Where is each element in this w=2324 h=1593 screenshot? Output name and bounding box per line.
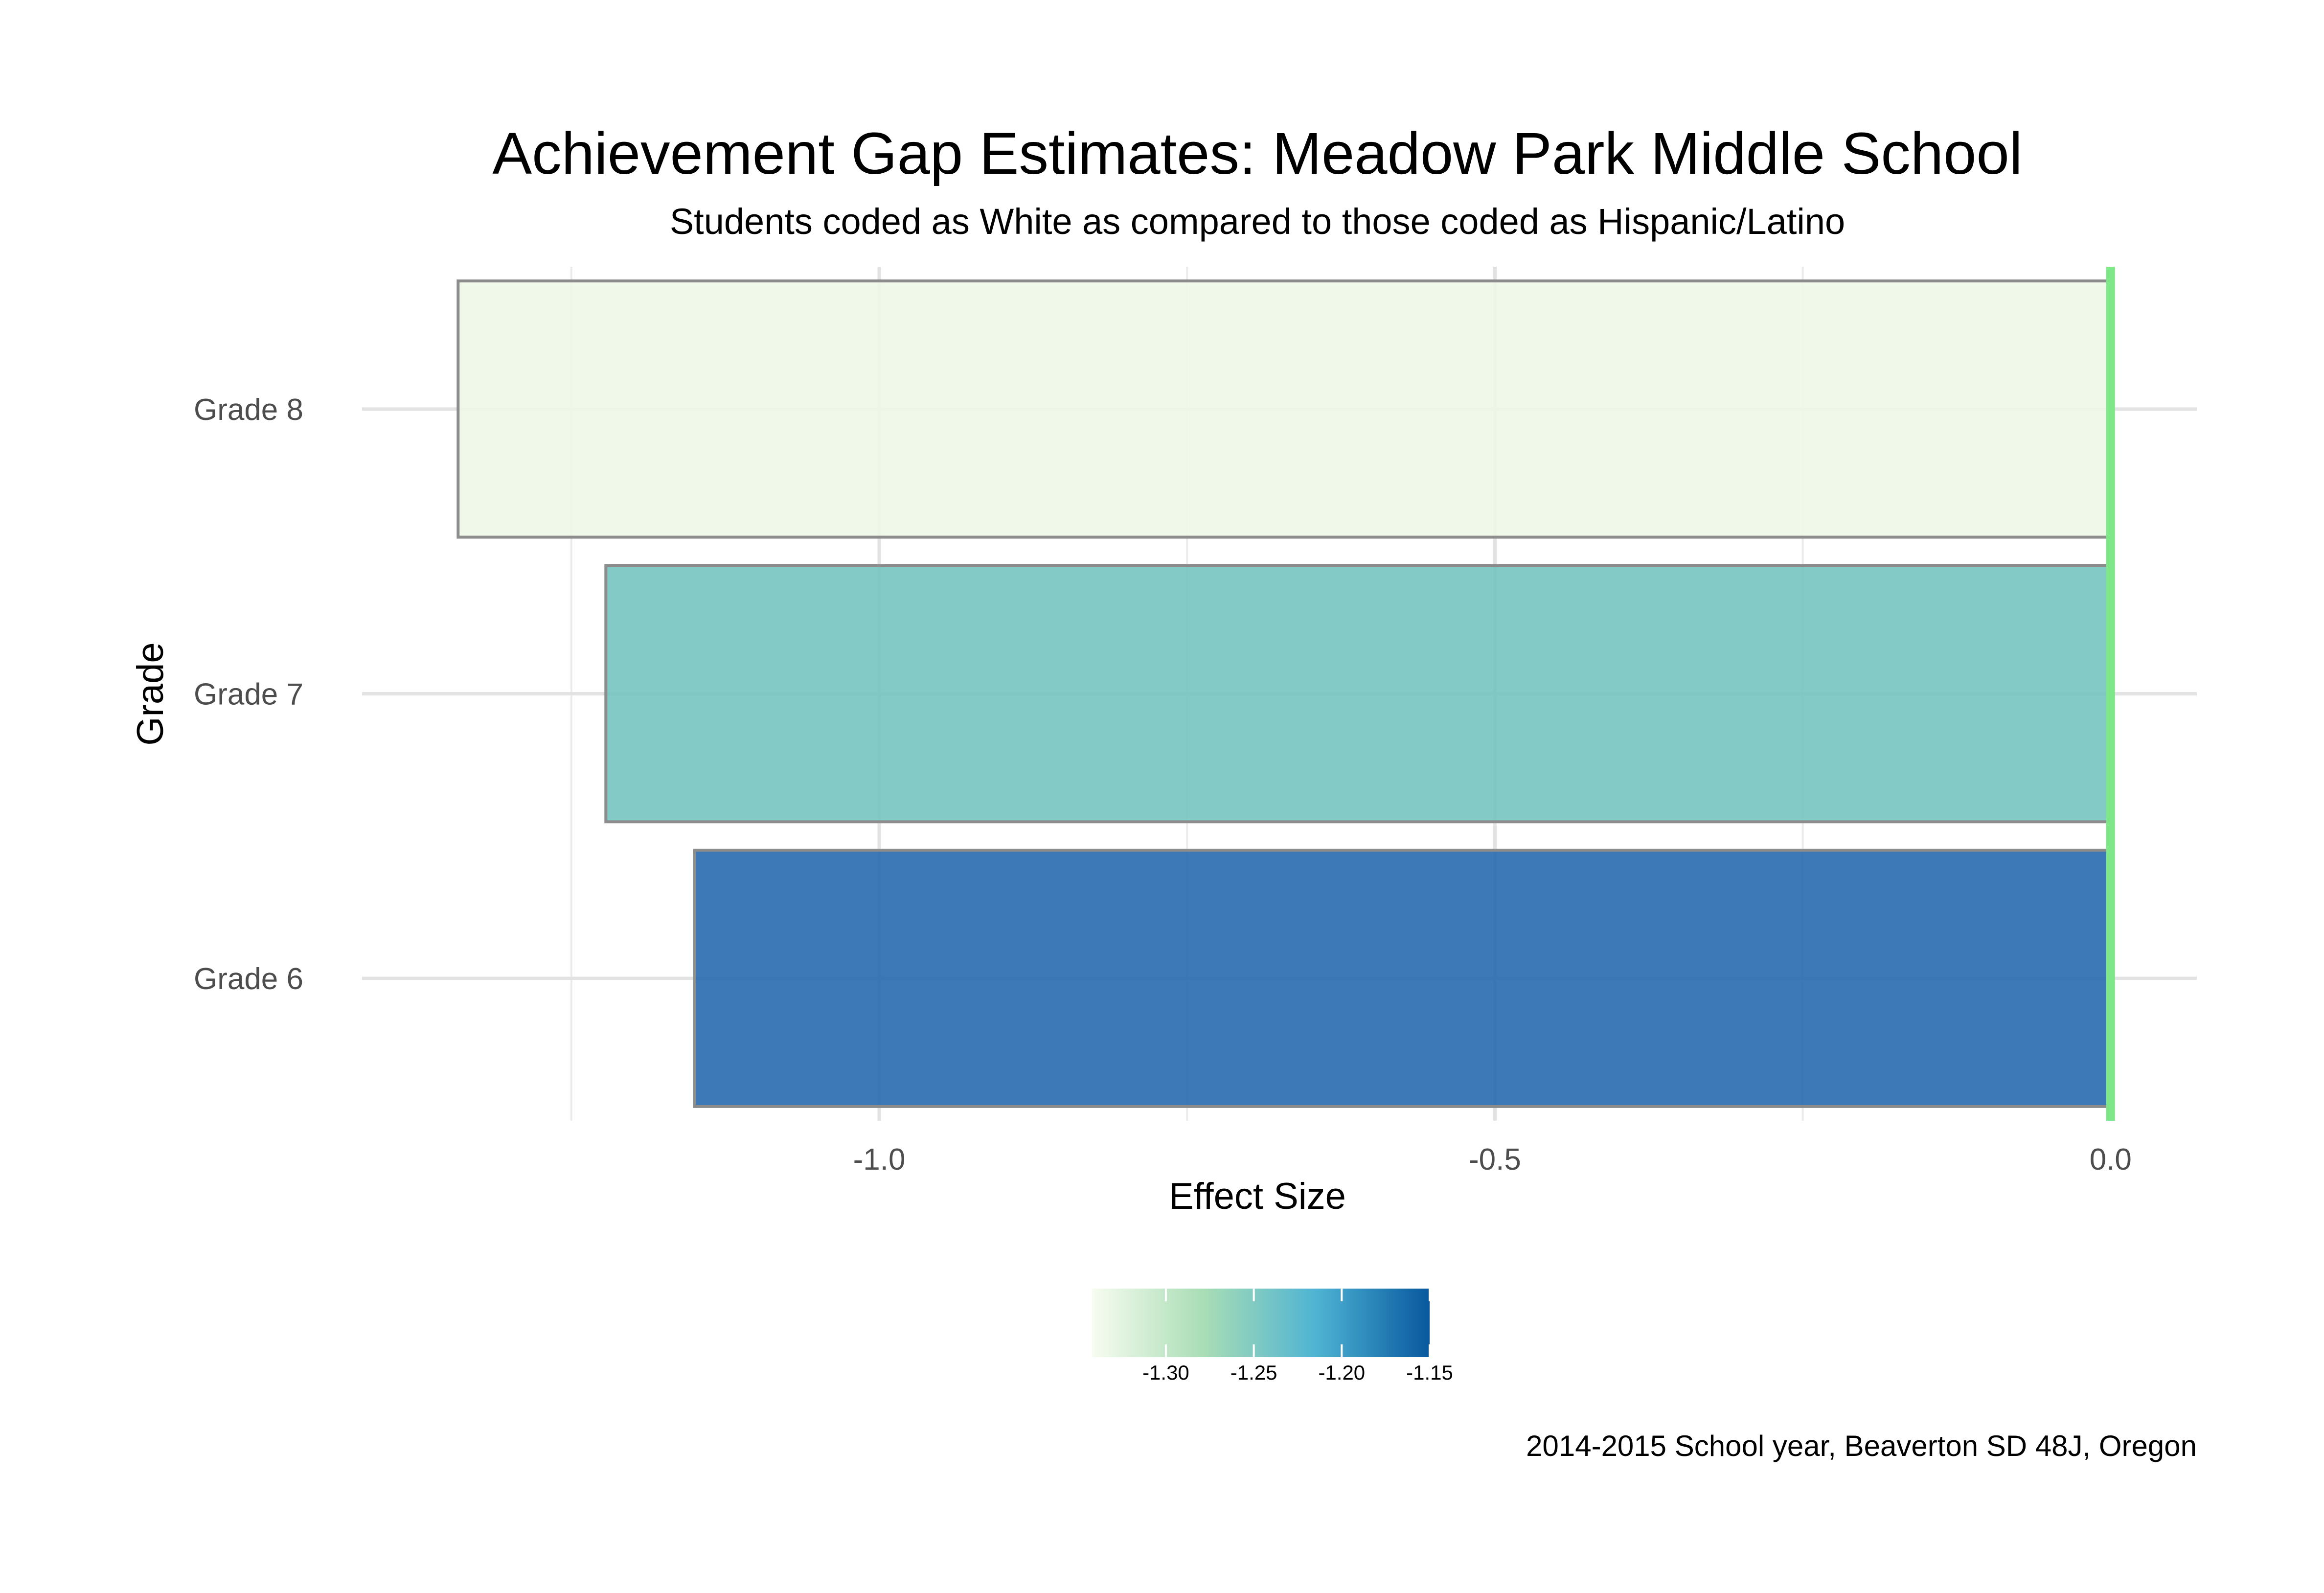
y-tick-label: Grade 8 (194, 393, 303, 427)
bar-grade-8 (456, 279, 2112, 539)
colorbar-tick-label: -1.30 (1142, 1361, 1189, 1384)
colorbar-tick-label: -1.15 (1406, 1361, 1453, 1384)
bar-grade-6 (693, 849, 2112, 1108)
colorbar-legend: -1.30 -1.25 -1.20 -1.15 (1092, 1289, 1453, 1384)
y-axis-ticks: Grade 6 Grade 7 Grade 8 (194, 393, 303, 996)
y-tick-label: Grade 7 (194, 678, 303, 712)
colorbar-tick-label: -1.20 (1318, 1361, 1365, 1384)
y-tick-label: Grade 6 (194, 962, 303, 996)
bar-grade-7 (604, 564, 2112, 824)
chart-title: Achievement Gap Estimates: Meadow Park M… (492, 120, 2022, 186)
x-tick-label: -0.5 (1469, 1143, 1521, 1177)
x-tick-label: -1.0 (853, 1143, 906, 1177)
colorbar (1092, 1289, 1430, 1357)
chart-subtitle: Students coded as White as compared to t… (670, 201, 1845, 242)
x-tick-label: 0.0 (2090, 1143, 2132, 1177)
chart-caption: 2014-2015 School year, Beaverton SD 48J,… (1526, 1430, 2197, 1462)
x-axis-label: Effect Size (1169, 1176, 1346, 1217)
colorbar-tick-label: -1.25 (1230, 1361, 1277, 1384)
x-axis-ticks: -1.0 -0.5 0.0 (853, 1143, 2132, 1177)
bars (456, 279, 2112, 1108)
y-axis-label: Grade (130, 642, 171, 745)
